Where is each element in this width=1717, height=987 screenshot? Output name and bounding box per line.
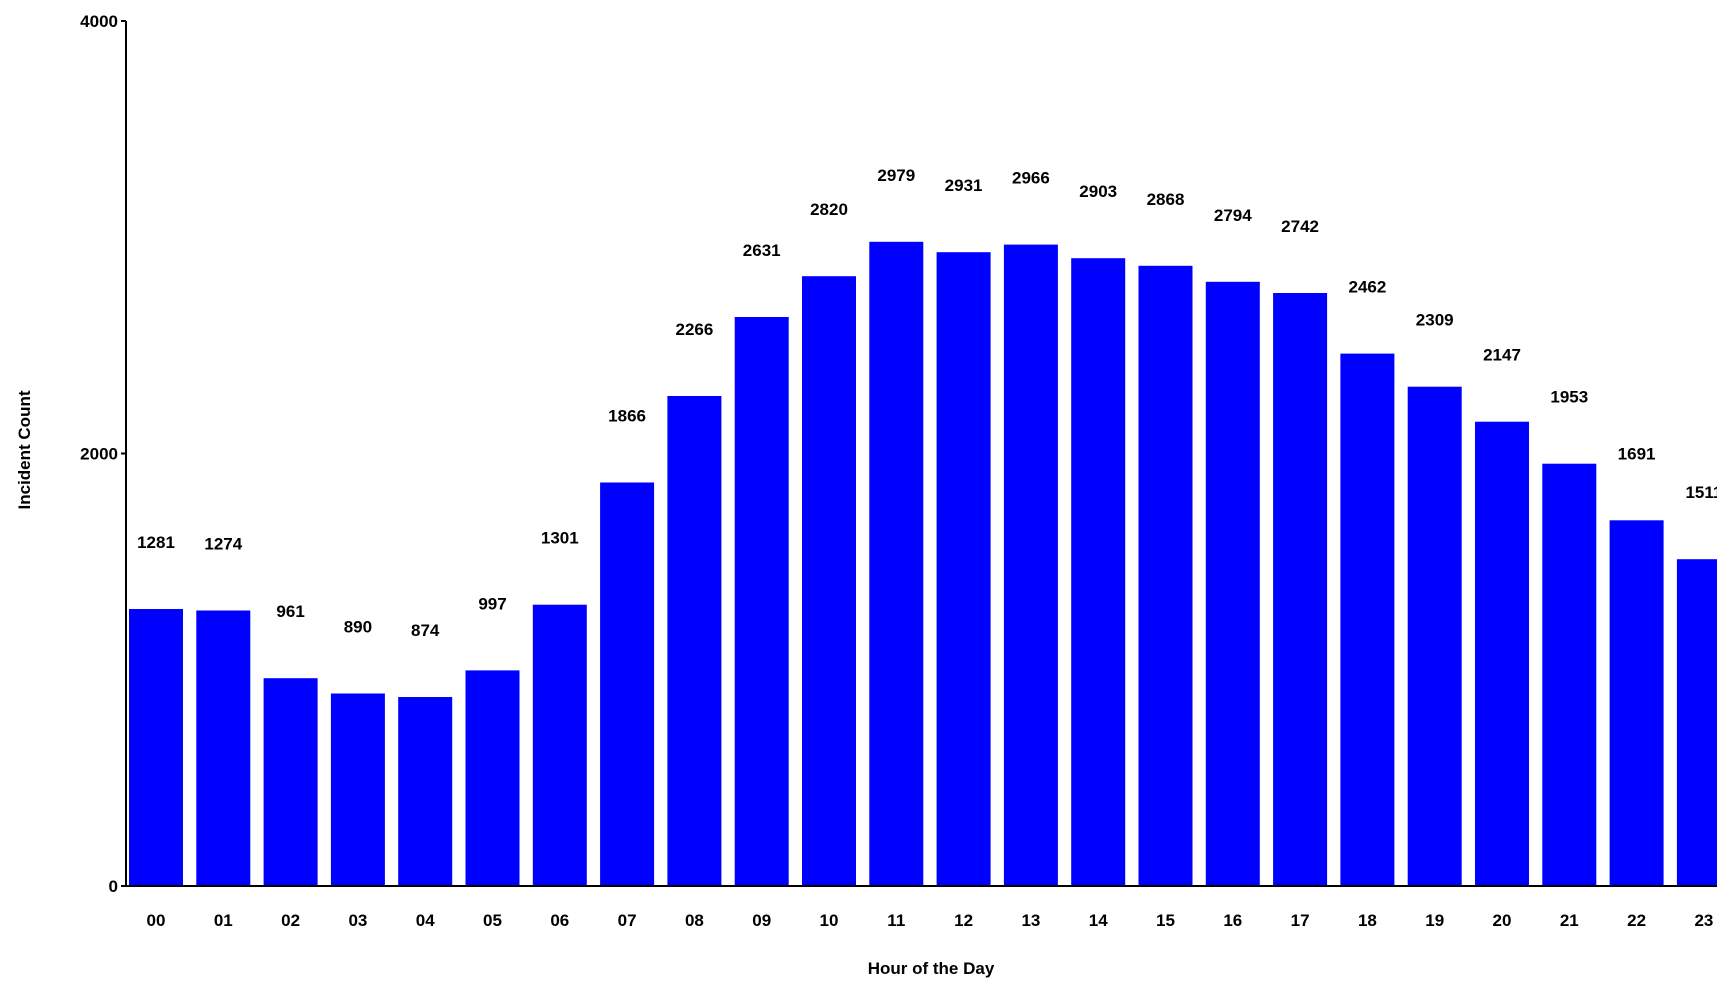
- bar: [667, 396, 722, 886]
- data-label: 2462: [1348, 278, 1386, 297]
- x-tick-label: 03: [348, 911, 367, 930]
- x-tick-label: 00: [147, 911, 166, 930]
- data-label-layer: 1281 1274 961 890 874 997 1301 1866 2266 2631 2820…: [137, 166, 1717, 640]
- bar: [465, 670, 520, 886]
- bar: [196, 610, 251, 886]
- x-axis-title: Hour of the Day: [868, 959, 995, 978]
- data-label: 874: [411, 621, 440, 640]
- x-tick-label: 14: [1089, 911, 1108, 930]
- x-tick-label: 17: [1291, 911, 1310, 930]
- bar: [734, 317, 789, 886]
- bar: [263, 678, 318, 886]
- x-tick-label: 16: [1223, 911, 1242, 930]
- bar: [1003, 244, 1058, 887]
- data-label: 2931: [945, 176, 983, 195]
- x-tick-label: 07: [618, 911, 637, 930]
- x-tick-label: 21: [1560, 911, 1579, 930]
- data-label: 2966: [1012, 169, 1050, 188]
- data-label: 1301: [541, 529, 579, 548]
- y-tick-layer: 0 2000 4000: [80, 12, 126, 896]
- data-label: 997: [478, 594, 506, 613]
- bar: [1205, 281, 1260, 886]
- x-tick-label: 04: [416, 911, 435, 930]
- data-label: 961: [276, 602, 304, 621]
- x-tick-layer: 00 01 02 03 04 05 06 07 08 09 10 11 12 13 14 15 16 17 18 19…: [147, 911, 1714, 930]
- bar: [869, 241, 924, 887]
- bar: [936, 252, 991, 886]
- data-label: 2820: [810, 200, 848, 219]
- data-label: 2266: [675, 320, 713, 339]
- bar: [1340, 353, 1395, 887]
- x-tick-label: 05: [483, 911, 502, 930]
- data-label: 2309: [1416, 311, 1454, 330]
- x-tick-label: 08: [685, 911, 704, 930]
- x-tick-label: 13: [1021, 911, 1040, 930]
- bar: [129, 609, 183, 886]
- data-label: 1866: [608, 407, 646, 426]
- x-tick-label: 09: [752, 911, 771, 930]
- x-tick-label: 11: [887, 911, 905, 930]
- x-tick-label: 12: [954, 911, 973, 930]
- x-tick-label: 20: [1493, 911, 1512, 930]
- x-tick-label: 19: [1425, 911, 1444, 930]
- bar: [802, 276, 856, 886]
- x-tick-label: 23: [1694, 911, 1713, 930]
- bar: [1071, 258, 1126, 886]
- data-label: 1281: [137, 533, 175, 552]
- data-label: 890: [344, 618, 372, 637]
- y-tick-label: 2000: [80, 445, 118, 464]
- data-label: 2979: [877, 166, 915, 185]
- y-axis-title: Incident Count: [15, 390, 34, 509]
- data-label: 2794: [1214, 206, 1252, 225]
- x-tick-label: 06: [550, 911, 569, 930]
- bar: [398, 697, 453, 886]
- bar: [1676, 559, 1717, 886]
- x-tick-label: 22: [1627, 911, 1646, 930]
- x-tick-label: 01: [214, 911, 233, 930]
- bar: [1542, 463, 1597, 886]
- data-label: 2742: [1281, 217, 1319, 236]
- data-label: 2903: [1079, 182, 1117, 201]
- bar: [330, 693, 385, 886]
- data-label: 2868: [1147, 190, 1185, 209]
- bar: [1273, 293, 1328, 886]
- data-label: 1691: [1618, 444, 1656, 463]
- x-tick-label: 10: [820, 911, 839, 930]
- data-label: 2147: [1483, 346, 1521, 365]
- bar: [1475, 421, 1529, 886]
- bar: [1407, 386, 1462, 886]
- data-label: 1274: [204, 535, 242, 554]
- bar: [1138, 265, 1193, 886]
- data-label: 1953: [1550, 388, 1588, 407]
- bar: [600, 482, 655, 886]
- x-tick-label: 15: [1156, 911, 1175, 930]
- x-tick-label: 18: [1358, 911, 1377, 930]
- x-tick-label: 02: [281, 911, 300, 930]
- bar: [532, 604, 587, 886]
- data-label: 2631: [743, 241, 781, 260]
- y-tick-label: 0: [109, 877, 118, 896]
- y-tick-label: 4000: [80, 12, 118, 31]
- data-label: 1511: [1685, 483, 1717, 502]
- bar: [1609, 520, 1664, 886]
- bars-layer: [129, 241, 1717, 887]
